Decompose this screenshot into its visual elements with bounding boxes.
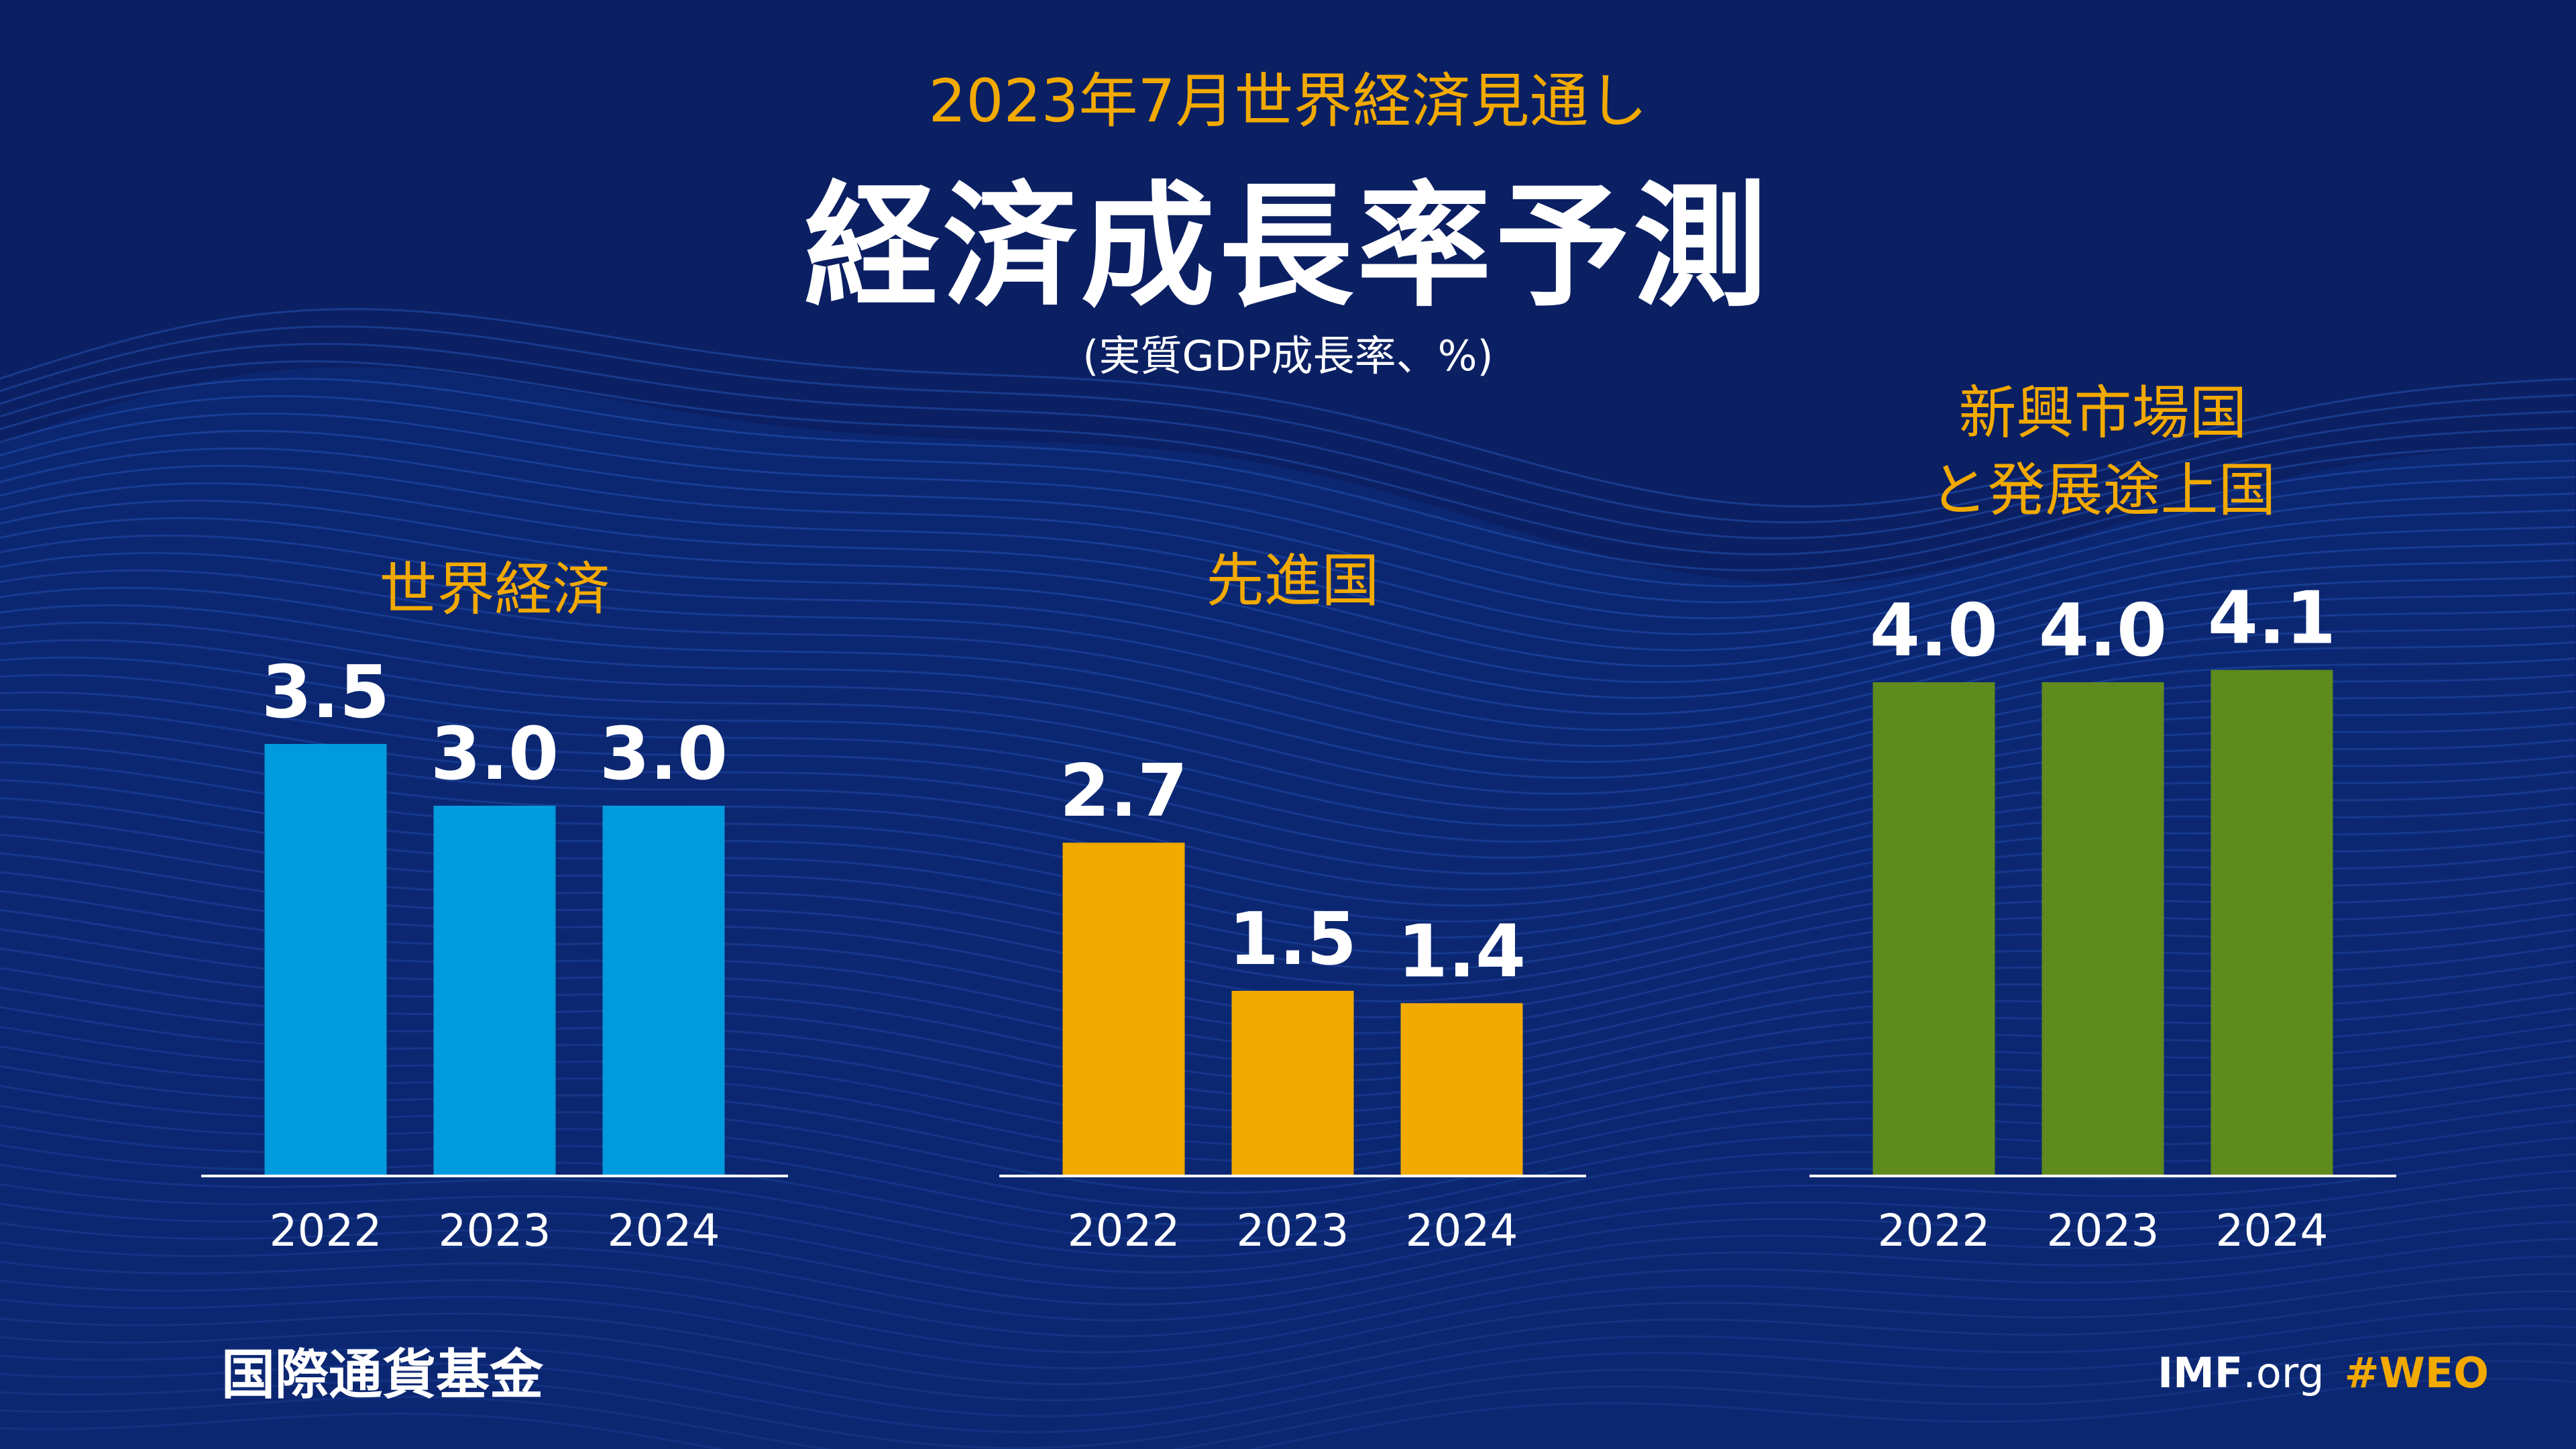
bar [264, 744, 387, 1176]
chart-panel-1: 世界経済 3.5 2022 3.0 2023 3.0 2024 [201, 556, 788, 1256]
category-label: 2023 [439, 1205, 551, 1256]
wave-line [0, 325, 2576, 524]
value-label: 4.0 [1870, 589, 1998, 673]
category-label: 2022 [1068, 1205, 1180, 1256]
category-label: 2024 [2216, 1205, 2329, 1256]
value-label: 3.0 [600, 712, 728, 796]
bar [1872, 682, 1995, 1176]
chart-title: 先進国 [1207, 547, 1380, 614]
wave-line [0, 343, 2576, 540]
wave-line [0, 447, 2576, 635]
wave-line [0, 394, 2576, 588]
wave-line [0, 1307, 2576, 1417]
page-title: 経済成長率予測 [804, 169, 1772, 325]
bar [2210, 669, 2333, 1176]
category-label: 2022 [270, 1205, 382, 1256]
value-label: 3.0 [431, 712, 559, 796]
category-label: 2024 [1406, 1205, 1518, 1256]
wave-line [0, 604, 2576, 780]
wave-line [0, 1186, 2576, 1305]
value-label: 4.0 [2039, 589, 2167, 673]
wave-line [0, 308, 2576, 508]
wave-line [0, 360, 2576, 555]
wave-line [0, 586, 2576, 763]
chart-panel-2: 先進国 2.7 2022 1.5 2023 1.4 2024 [999, 547, 1586, 1256]
wave-line [0, 1169, 2576, 1290]
wave-line [0, 412, 2576, 604]
footer-links: IMF.org #WEO [2158, 1348, 2489, 1397]
site-domain: .org [2243, 1348, 2325, 1397]
wave-line [0, 1238, 2576, 1354]
wave-line [0, 1342, 2576, 1449]
wave-line [0, 1273, 2576, 1386]
bar [2041, 682, 2164, 1176]
site-name-bold: IMF [2158, 1348, 2243, 1397]
wave-line [0, 534, 2576, 715]
value-label: 1.5 [1229, 898, 1357, 981]
category-label: 2023 [2047, 1205, 2160, 1256]
wave-line [0, 1360, 2576, 1449]
chart-title: と発展途上国 [1930, 457, 2276, 524]
bar [602, 806, 725, 1176]
value-label: 4.1 [2208, 577, 2336, 661]
hashtag: #WEO [2344, 1348, 2489, 1397]
wave-line [0, 1220, 2576, 1338]
wave-line [0, 482, 2576, 667]
value-label: 1.4 [1398, 910, 1526, 994]
wave-line [0, 569, 2576, 747]
chart-title: 世界経済 [380, 556, 610, 623]
wave-line [0, 1203, 2576, 1322]
bar [433, 806, 556, 1176]
wave-line [0, 430, 2576, 620]
category-label: 2024 [608, 1205, 720, 1256]
unit-label: (実質GDP成長率、%) [1082, 331, 1494, 380]
wave-line [0, 1136, 2576, 1258]
report-subtitle: 2023年7月世界経済見通し [928, 66, 1648, 136]
wave-line [0, 1290, 2576, 1401]
category-label: 2022 [1878, 1205, 1991, 1256]
bar [1231, 991, 1354, 1176]
value-label: 3.5 [262, 651, 390, 735]
wave-line [0, 378, 2576, 572]
org-name: 国際通貨基金 [221, 1344, 543, 1406]
bar [1400, 1003, 1523, 1176]
wave-swell [0, 367, 2576, 1449]
wave-line [0, 1255, 2576, 1370]
wave-line [0, 1325, 2576, 1434]
wave-line [0, 517, 2576, 700]
wave-line [0, 1152, 2576, 1274]
value-label: 2.7 [1060, 749, 1188, 833]
category-label: 2023 [1237, 1205, 1349, 1256]
bar [1062, 843, 1185, 1176]
wave-line [0, 1377, 2576, 1449]
wave-line [0, 499, 2576, 684]
chart-title: 新興市場国 [1959, 380, 2247, 447]
wave-lines [0, 308, 2576, 1449]
wave-line [0, 551, 2576, 731]
wave-line [0, 464, 2576, 651]
